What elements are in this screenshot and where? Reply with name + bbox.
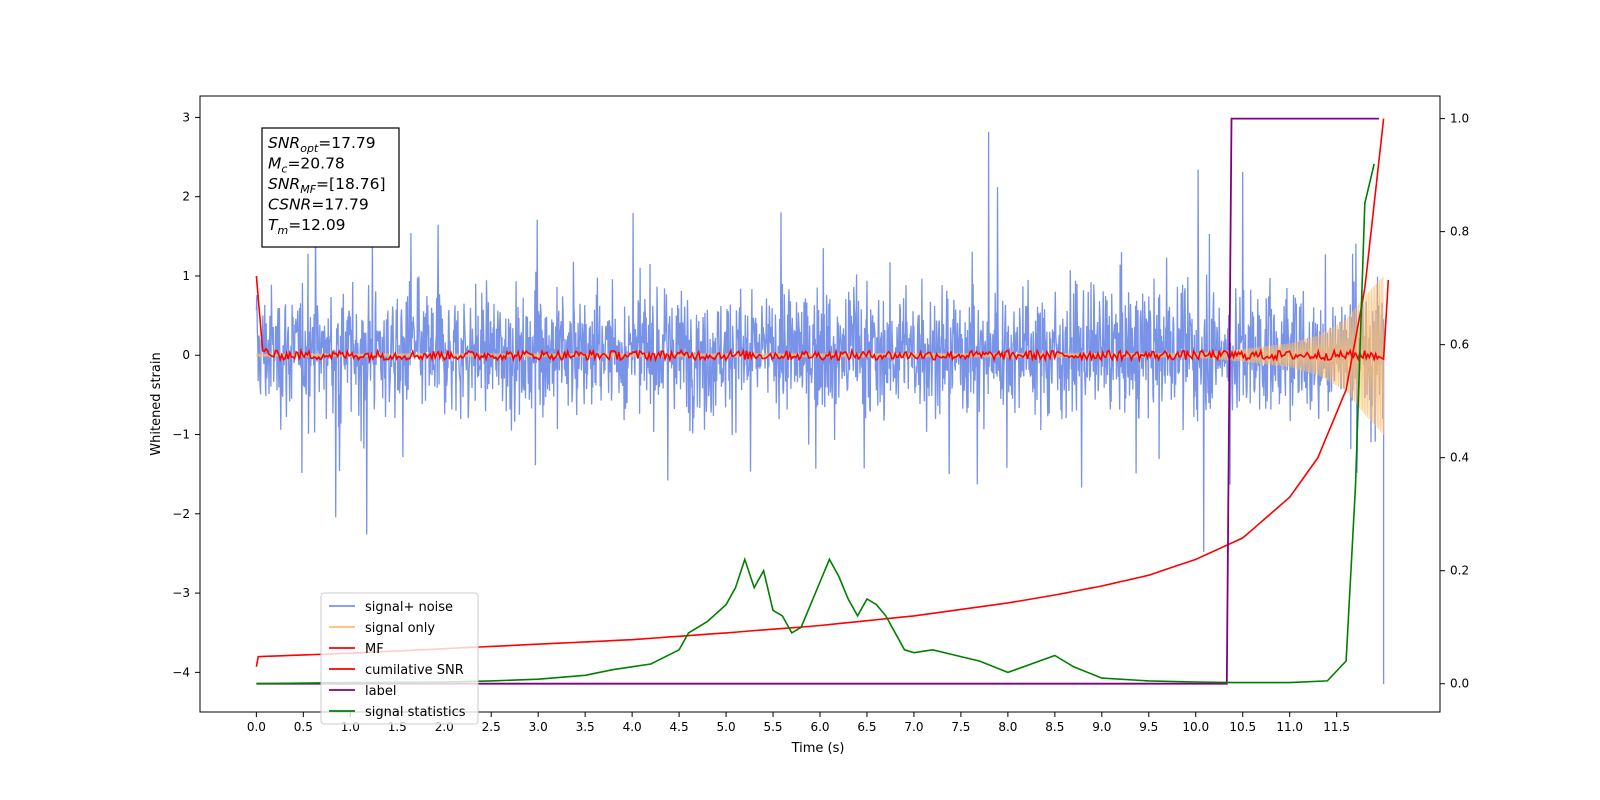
y-tick-label: 3 [182,110,190,124]
annotation-subscript: m [277,224,288,237]
x-tick-label: 4.5 [670,720,689,734]
annotation-subscript: c [281,163,287,176]
y2-tick-label: 1.0 [1450,112,1469,126]
x-tick-label: 7.5 [951,720,970,734]
legend-label: MF [365,642,384,657]
annotation-symbol: M [268,155,281,173]
y2-tick-label: 0.2 [1450,564,1469,578]
y-axis-label: Whitened strain [149,352,164,455]
y2-tick-label: 0.4 [1450,451,1469,465]
y-tick-label: 2 [182,190,190,204]
y-tick-label: −3 [172,586,190,600]
x-tick-label: 10.0 [1182,720,1209,734]
x-tick-label: 5.0 [717,720,736,734]
y2-tick-label: 0.8 [1450,225,1469,239]
annotation-line: Mc=20.78 [268,155,345,176]
x-tick-label: 5.5 [763,720,782,734]
x-tick-label: 8.5 [1045,720,1064,734]
y2-tick-label: 0.6 [1450,338,1469,352]
series-signal-noise-line [255,131,1385,685]
annotation-symbol: CSNR [268,196,311,214]
annotation-value: =17.79 [311,196,368,214]
annotation-subscript: opt [300,142,319,155]
annotation-line: SNRMF=[18.76] [268,175,386,196]
annotation-symbol: SNR [268,175,300,193]
x-tick-label: 11.5 [1323,720,1350,734]
legend-label: signal+ noise [365,600,453,615]
x-tick-label: 6.0 [810,720,829,734]
x-tick-label: 3.5 [576,720,595,734]
legend-frame [320,592,479,725]
legend-label: signal only [365,621,435,636]
x-tick-label: 8.0 [998,720,1017,734]
series-mf-line [255,275,1390,364]
y-tick-label: 1 [182,269,190,283]
y-tick-label: 0 [182,348,190,362]
annotation-line: SNRopt=17.79 [268,134,376,155]
x-tick-label: 10.5 [1229,720,1256,734]
annotation-value: =12.09 [288,216,345,234]
x-tick-label: 0.0 [247,720,266,734]
x-axis-label: Time (s) [791,741,845,756]
annotation-value: =17.79 [318,134,375,152]
annotation-symbol: T [268,216,279,234]
x-tick-label: 3.0 [529,720,548,734]
legend-label: label [365,684,396,699]
series-label-line [256,117,1379,685]
legend-label: signal statistics [365,705,466,720]
x-tick-label: 9.5 [1139,720,1158,734]
x-tick-label: 4.0 [623,720,642,734]
x-tick-label: 9.0 [1092,720,1111,734]
series-signal-statistics-line [256,163,1375,685]
legend: signal+ noise signal only MF cumilative SNR… [320,592,479,725]
annotation-frame [261,127,400,248]
x-tick-label: 11.0 [1276,720,1303,734]
annotation-value: =20.78 [287,155,344,173]
y2-tick-label: 0.0 [1450,677,1469,691]
annotation-line: CSNR=17.79 [268,196,369,214]
y-tick-label: −4 [172,665,190,679]
x-tick-label: 7.0 [904,720,923,734]
y-tick-label: −1 [172,428,190,442]
x-tick-label: 0.5 [294,720,313,734]
y-axis-left: 3 2 1 0 −1 −2 −3 −4 [172,110,200,679]
annotation-value: =[18.76] [316,175,385,193]
stats-annotation-box: SNRopt=17.79Mc=20.78SNRMF=[18.76]CSNR=17… [261,127,400,248]
y-tick-label: −2 [172,507,190,521]
x-axis: 0.0 0.5 1.0 1.5 2.0 2.5 3.0 3.5 4.0 4.5 5.0 5.5 6.0 6… [247,712,1350,734]
annotation-symbol: SNR [268,134,300,152]
x-tick-label: 2.5 [482,720,501,734]
legend-label: cumilative SNR [365,663,464,678]
annotation-subscript: MF [300,183,316,196]
annotation-line: Tm=12.09 [268,216,346,237]
x-tick-label: 6.5 [857,720,876,734]
y-axis-right: 1.0 0.8 0.6 0.4 0.2 0.0 [1440,112,1469,691]
